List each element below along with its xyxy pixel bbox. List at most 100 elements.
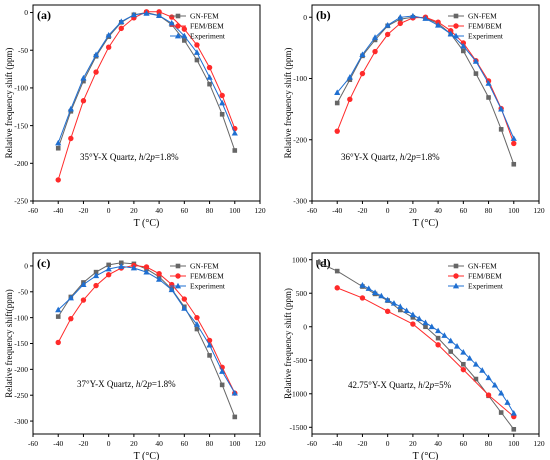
data-point (206, 74, 213, 80)
x-tick-label: -60 (307, 206, 317, 215)
data-point (410, 315, 416, 320)
x-tick-label: 60 (181, 439, 189, 448)
series-fem-bem (55, 262, 238, 396)
series-line (362, 284, 515, 414)
annotation: 36°Y-X Quartz, h/2p=1.8% (341, 152, 440, 162)
series-experiment (55, 263, 238, 396)
data-point (359, 295, 366, 301)
data-point (81, 78, 86, 84)
y-tick-label: -100 (14, 84, 28, 93)
x-tick-label: 120 (254, 439, 266, 448)
data-point (416, 315, 423, 322)
x-tick-label: -20 (78, 439, 88, 448)
data-point (359, 70, 366, 77)
data-point (390, 300, 398, 306)
data-point (486, 95, 491, 100)
data-point (359, 51, 366, 58)
data-point (68, 135, 74, 142)
data-point (207, 353, 212, 358)
data-point (143, 264, 150, 270)
y-tick-label: 0 (303, 322, 307, 331)
data-point (359, 281, 366, 288)
x-tick-label: 20 (409, 206, 417, 215)
data-point (118, 263, 125, 269)
plot-frame (32, 252, 261, 435)
legend-entry: FEM/BEM (468, 272, 502, 281)
x-tick-label: -40 (332, 439, 342, 448)
data-point (80, 74, 87, 81)
data-point (55, 306, 62, 313)
y-tick-label: -1000 (290, 389, 308, 398)
data-point (219, 112, 225, 117)
data-point (410, 321, 416, 327)
x-tick-label: 0 (107, 439, 111, 448)
data-point (498, 105, 505, 112)
data-point (194, 57, 200, 63)
x-tick-label: -40 (332, 206, 342, 215)
x-tick-label: 0 (107, 206, 111, 215)
data-point (472, 361, 480, 367)
x-tick-label: 0 (386, 206, 390, 215)
legend-entry: Experiment (468, 32, 504, 41)
data-point (118, 260, 124, 266)
data-point (334, 285, 340, 291)
data-point (422, 15, 429, 21)
data-point (346, 74, 353, 80)
data-point (397, 20, 403, 27)
data-point (156, 276, 163, 282)
data-point (397, 307, 403, 313)
x-tick-label: -40 (53, 439, 63, 448)
data-point (334, 89, 341, 95)
x-tick-label: 80 (206, 439, 214, 448)
y-tick-label: -200 (14, 365, 28, 374)
x-tick-label: 60 (460, 439, 468, 448)
y-tick-label: -200 (293, 135, 307, 144)
data-point (219, 92, 225, 99)
legend-entry: Experiment (190, 32, 226, 41)
legend-marker (174, 282, 182, 289)
x-tick-label: 60 (181, 206, 189, 215)
data-point (479, 367, 486, 373)
data-point (435, 342, 441, 348)
x-tick-label: 80 (485, 439, 493, 448)
data-point (231, 129, 238, 136)
series-fem-bem (334, 285, 517, 420)
legend-marker (174, 32, 182, 39)
y-tick-label: -50 (18, 46, 28, 55)
data-point (232, 148, 238, 153)
data-point (219, 368, 226, 374)
x-tick-label: -20 (357, 439, 367, 448)
data-point (334, 100, 340, 106)
data-point (106, 262, 111, 268)
data-point (194, 42, 200, 48)
data-point (181, 296, 188, 302)
data-point (206, 341, 213, 348)
data-point (372, 48, 378, 55)
series-experiment (334, 12, 517, 141)
data-point (118, 18, 125, 24)
x-tick-label: 120 (254, 206, 266, 215)
data-point (384, 31, 391, 38)
x-tick-label: 20 (130, 439, 138, 448)
data-point (55, 339, 61, 346)
legend-entry: GN-FEM (190, 12, 219, 21)
x-tick-label: 20 (409, 439, 417, 448)
data-point (460, 366, 467, 373)
y-axis-label: Relative frequency shift (ppm) (283, 288, 293, 399)
data-point (193, 321, 201, 327)
data-point (55, 139, 62, 146)
data-point (156, 9, 162, 15)
legend-entry: GN-FEM (190, 262, 219, 271)
legend-entry: GN-FEM (468, 12, 497, 21)
data-point (365, 285, 372, 291)
data-point (441, 332, 448, 338)
data-point (384, 296, 391, 303)
data-point (105, 272, 112, 278)
y-tick-label: 0 (24, 8, 28, 17)
data-point (80, 98, 87, 104)
data-point (118, 25, 124, 32)
data-point (105, 31, 112, 38)
legend-marker (175, 273, 181, 279)
